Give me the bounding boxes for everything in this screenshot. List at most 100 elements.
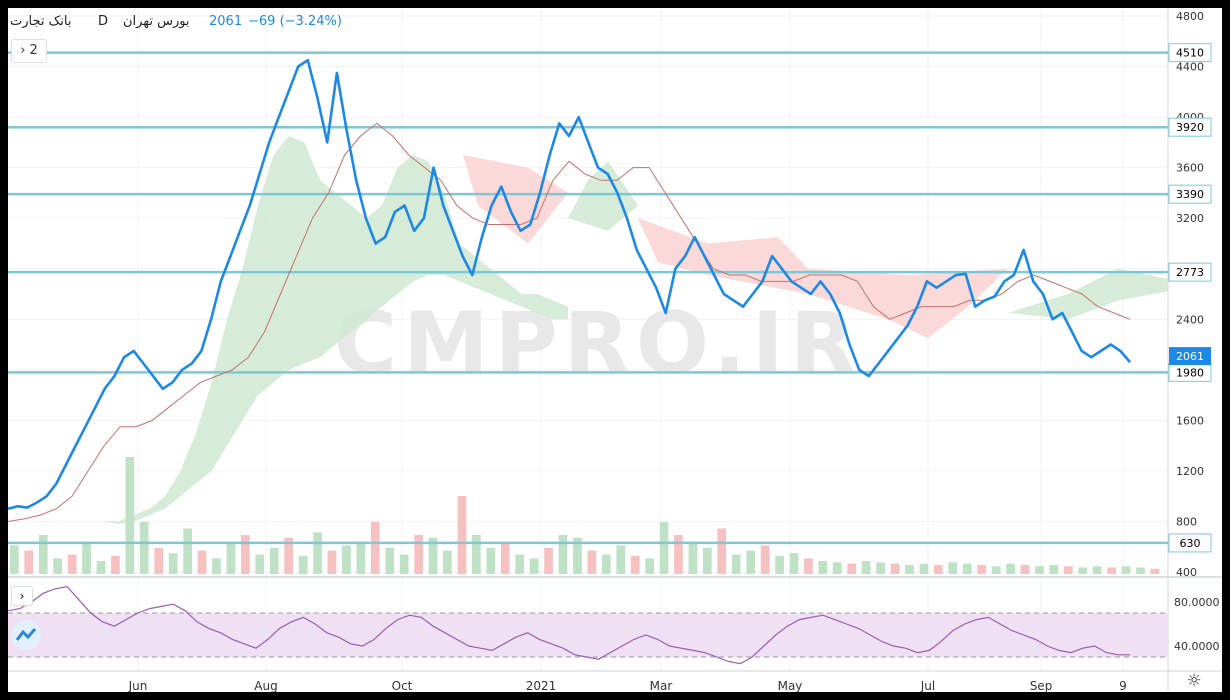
volume-bar bbox=[111, 555, 120, 574]
volume-bar bbox=[370, 522, 380, 574]
volume-bar bbox=[731, 554, 741, 574]
cloud-green bbox=[103, 136, 568, 524]
volume-bar bbox=[991, 566, 1001, 574]
volume-bar bbox=[818, 561, 828, 574]
price-line bbox=[8, 58, 1131, 511]
volume-bar bbox=[500, 541, 510, 574]
last-price: 2061 bbox=[209, 14, 243, 29]
volume-bar bbox=[255, 554, 265, 574]
volume-bar bbox=[472, 535, 481, 574]
volume-bar bbox=[934, 564, 943, 574]
symbol-name[interactable]: بانک تجارت bbox=[10, 14, 72, 29]
volume-bar bbox=[356, 541, 366, 574]
volume-bar bbox=[183, 528, 192, 574]
volume-bar bbox=[760, 545, 770, 574]
price-tick-label: 1600 bbox=[1176, 414, 1204, 427]
volume-bar bbox=[515, 554, 524, 574]
chart-frame: CMPRO.IR 4800440040003600320028002400200… bbox=[8, 8, 1222, 692]
volume-bar bbox=[313, 532, 322, 574]
volume-bar bbox=[38, 535, 48, 574]
price-tick-label: 3600 bbox=[1176, 162, 1204, 175]
volume-bar bbox=[327, 550, 337, 574]
rsi-band bbox=[8, 613, 1168, 657]
volume-bar bbox=[601, 554, 611, 574]
time-tick-label: May bbox=[778, 679, 803, 692]
level-tag-box bbox=[1168, 43, 1212, 63]
price-tick-label: 400 bbox=[1176, 566, 1197, 579]
indicators-collapse-button[interactable]: › 2 bbox=[11, 39, 47, 63]
level-tag-box bbox=[1168, 184, 1212, 204]
volume-bars bbox=[10, 457, 1160, 574]
rsi-line bbox=[8, 585, 1130, 665]
volume-bar bbox=[125, 457, 135, 574]
price-lines bbox=[8, 58, 1131, 522]
volume-bar bbox=[1092, 566, 1102, 574]
volume-bar bbox=[414, 535, 423, 574]
volume-bar bbox=[168, 553, 178, 574]
volume-bar bbox=[1150, 568, 1160, 574]
volume-bar bbox=[1078, 567, 1088, 574]
volume-bar bbox=[1006, 563, 1015, 574]
volume-bar bbox=[775, 555, 784, 574]
volume-bar bbox=[342, 545, 351, 574]
volume-bar bbox=[154, 548, 164, 574]
volume-bar bbox=[674, 535, 683, 574]
volume-bar bbox=[948, 562, 958, 574]
volume-bar bbox=[630, 555, 640, 574]
volume-bar bbox=[890, 563, 900, 574]
volume-bar bbox=[847, 563, 857, 574]
volume-bar bbox=[82, 541, 91, 574]
volume-bar bbox=[558, 535, 568, 574]
volume-bar bbox=[443, 550, 452, 574]
volume-bar bbox=[1020, 564, 1030, 574]
volume-bar bbox=[1121, 566, 1131, 574]
volume-bar bbox=[804, 558, 813, 574]
time-tick-label: Jul bbox=[920, 679, 935, 692]
time-tick-label: Mar bbox=[650, 679, 673, 692]
volume-bar bbox=[10, 545, 19, 574]
price-axis: 4800440040003600320028002400200016001200… bbox=[1168, 10, 1212, 579]
volume-bar bbox=[486, 548, 496, 574]
watermark: CMPRO.IR bbox=[334, 294, 862, 394]
level-tag-label: 3920 bbox=[1176, 121, 1204, 134]
volume-bar bbox=[241, 535, 250, 574]
volume-bar bbox=[298, 555, 308, 574]
price-tick-label: 2400 bbox=[1176, 313, 1204, 326]
time-tick-label: Jun bbox=[128, 679, 148, 692]
volume-bar bbox=[1136, 567, 1145, 574]
volume-bar bbox=[703, 548, 712, 574]
level-tag-label: 4510 bbox=[1176, 47, 1204, 60]
price-change: −69 (−3.24%) bbox=[248, 14, 342, 29]
horizontal-levels bbox=[8, 51, 1168, 545]
interval-label[interactable]: D bbox=[98, 14, 109, 29]
exchange-name: بورس تهران bbox=[123, 14, 190, 29]
volume-bar bbox=[24, 550, 34, 574]
volume-bar bbox=[919, 563, 929, 574]
level-tag-label: 1980 bbox=[1176, 366, 1204, 379]
volume-bar bbox=[962, 563, 972, 574]
cloud-green-2 bbox=[568, 161, 638, 231]
volume-bar bbox=[284, 537, 293, 574]
price-tick-label: 4400 bbox=[1176, 61, 1204, 74]
volume-bar bbox=[659, 522, 669, 574]
symbol-legend: بانک تجارت D بورس تهران 2061 −69 (−3.24%… bbox=[8, 14, 342, 36]
level-tag-label: 630 bbox=[1180, 537, 1201, 550]
rsi-collapse-button[interactable]: › bbox=[11, 586, 33, 606]
last-price-tag bbox=[1169, 347, 1211, 366]
time-tick-label: 2021 bbox=[526, 679, 557, 692]
volume-bar bbox=[861, 561, 871, 574]
volume-bar bbox=[212, 558, 221, 574]
rsi-tick-label: 80.0000 bbox=[1174, 596, 1220, 609]
price-chart[interactable]: CMPRO.IR 4800440040003600320028002400200… bbox=[8, 8, 1222, 692]
volume-bar bbox=[457, 496, 467, 574]
level-tag-label: 3390 bbox=[1176, 188, 1204, 201]
price-tick-label: 1200 bbox=[1176, 465, 1204, 478]
volume-bar bbox=[399, 554, 409, 574]
last-price-tag-label: 2061 bbox=[1176, 350, 1204, 363]
volume-bar bbox=[789, 553, 799, 574]
price-tick-label: 800 bbox=[1176, 515, 1197, 528]
gear-icon[interactable]: ☼ bbox=[1186, 671, 1202, 691]
volume-bar bbox=[587, 550, 597, 574]
price-tick-label: 3200 bbox=[1176, 212, 1204, 225]
volume-bar bbox=[616, 545, 626, 574]
